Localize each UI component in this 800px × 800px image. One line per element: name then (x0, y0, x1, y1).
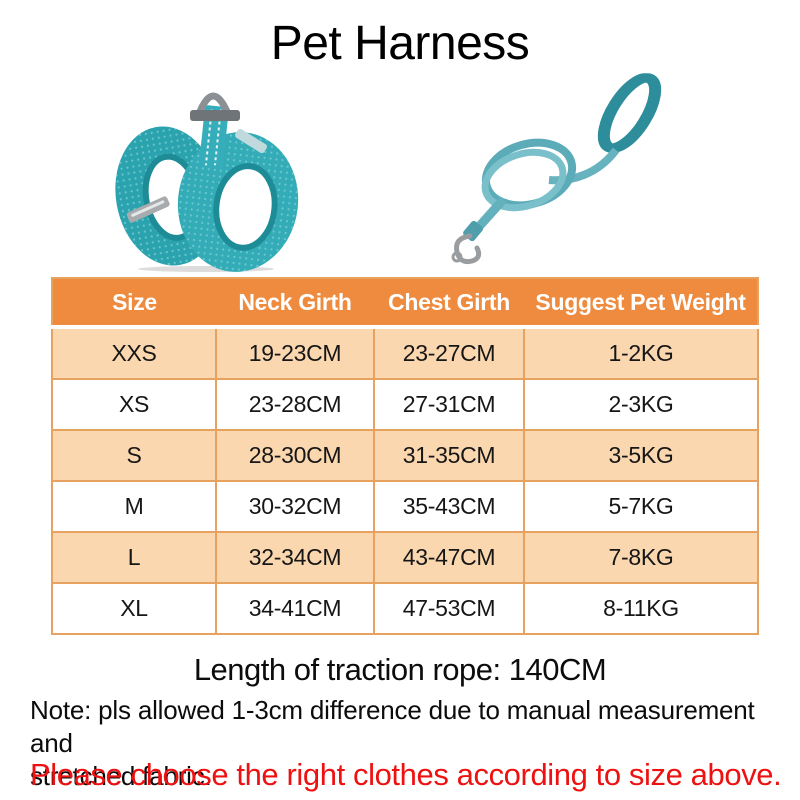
cell-neck: 34-41CM (215, 582, 375, 635)
cell-size: XXS (51, 326, 217, 380)
cell-chest: 47-53CM (373, 582, 525, 635)
cell-weight: 2-3KG (523, 378, 759, 431)
cell-chest: 27-31CM (373, 378, 525, 431)
cell-size: S (51, 429, 217, 482)
cell-neck: 28-30CM (215, 429, 375, 482)
table-header-row: Size Neck Girth Chest Girth Suggest Pet … (52, 278, 758, 329)
cell-chest: 35-43CM (373, 480, 525, 533)
cell-chest: 23-27CM (373, 326, 525, 380)
table-row-m: M 30-32CM 35-43CM 5-7KG (51, 480, 759, 533)
harness-photo (115, 92, 299, 272)
cell-neck: 30-32CM (215, 480, 375, 533)
rope-length-text: Length of traction rope: 140CM (193, 652, 607, 687)
header-pet-weight: Suggest Pet Weight (524, 278, 758, 329)
cell-weight: 3-5KG (523, 429, 759, 482)
leash-photo (451, 73, 662, 265)
table-row-xs: XS 23-28CM 27-31CM 2-3KG (51, 378, 759, 431)
table-row-l: L 32-34CM 43-47CM 7-8KG (51, 531, 759, 584)
measurement-note-line1: Note: pls allowed 1-3cm difference due t… (30, 695, 755, 758)
size-chart-table: Size Neck Girth Chest Girth Suggest Pet … (51, 277, 759, 635)
cell-weight: 8-11KG (523, 582, 759, 635)
header-neck-girth: Neck Girth (216, 278, 374, 329)
header-size: Size (52, 278, 216, 329)
table-row-xxs: XXS 19-23CM 23-27CM 1-2KG (51, 326, 759, 380)
table-row-xl: XL 34-41CM 47-53CM 8-11KG (51, 582, 759, 635)
cell-weight: 1-2KG (523, 326, 759, 380)
measurement-note: Note: pls allowed 1-3cm difference due t… (30, 694, 790, 793)
cell-chest: 31-35CM (373, 429, 525, 482)
cell-size: XL (51, 582, 217, 635)
cell-size: M (51, 480, 217, 533)
page-title: Pet Harness (270, 17, 530, 70)
cell-neck: 32-34CM (215, 531, 375, 584)
measurement-note-line2: stretched fabric. (30, 761, 212, 791)
header-chest-girth: Chest Girth (374, 278, 524, 329)
cell-neck: 23-28CM (215, 378, 375, 431)
table-row-s: S 28-30CM 31-35CM 3-5KG (51, 429, 759, 482)
cell-weight: 7-8KG (523, 531, 759, 584)
cell-neck: 19-23CM (215, 326, 375, 380)
cell-chest: 43-47CM (373, 531, 525, 584)
cell-size: L (51, 531, 217, 584)
size-warning-text: Please choose the right clothes accordin… (30, 757, 782, 792)
cell-weight: 5-7KG (523, 480, 759, 533)
cell-size: XS (51, 378, 217, 431)
